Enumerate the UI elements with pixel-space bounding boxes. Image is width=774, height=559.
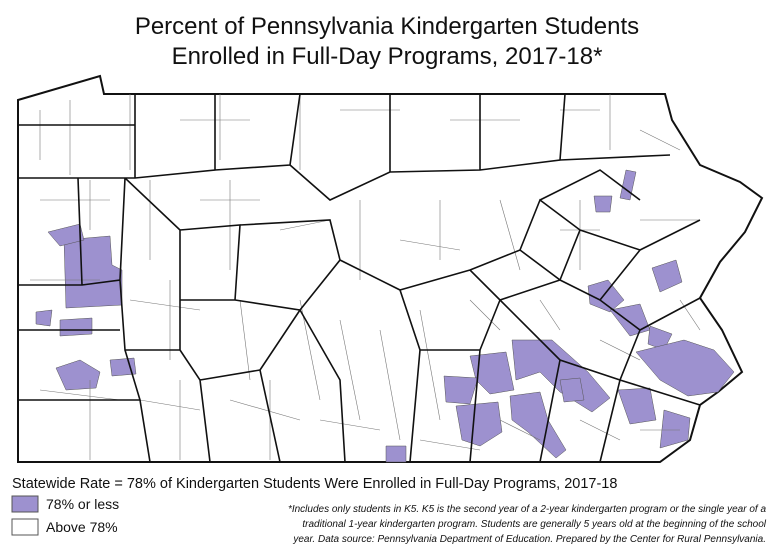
state-map [17,74,764,463]
district-patch [651,259,683,293]
legend: 78% or less Above 78% [11,495,119,536]
legend-swatch [11,518,39,536]
district-patch [469,351,515,395]
district-patch [455,401,503,447]
district-patch [47,223,85,247]
district-boundaries [18,93,701,463]
district-patch [63,235,123,309]
district-patch [559,377,585,403]
district-line [30,94,701,460]
footnote: traditional 1-year kindergarten program.… [302,519,766,530]
county-line [18,93,701,463]
district-patch [443,375,479,405]
district-patch [509,391,567,459]
title-line: Enrolled in Full-Day Programs, 2017-18* [172,43,603,70]
district-patch [35,309,53,327]
low-districts [35,169,735,463]
legend-label: Above 78% [46,519,118,535]
district-patch [659,409,691,449]
district-patch [587,279,625,313]
legend-swatch [11,495,39,513]
footnote: *Includes only students in K5. K5 is the… [288,504,766,515]
district-patch [59,317,93,337]
district-patch [511,339,611,413]
district-patch [635,339,735,397]
district-patch [617,387,657,425]
legend-label: 78% or less [46,496,119,512]
title-line: Percent of Pennsylvania Kindergarten Stu… [135,13,639,40]
district-patch [385,445,407,463]
district-patch [619,169,637,201]
footnote: year. Data source: Pennsylvania Departme… [292,534,766,545]
statewide-rate: Statewide Rate = 78% of Kindergarten Stu… [12,476,617,492]
district-patch [55,359,101,391]
district-patch [593,195,613,213]
